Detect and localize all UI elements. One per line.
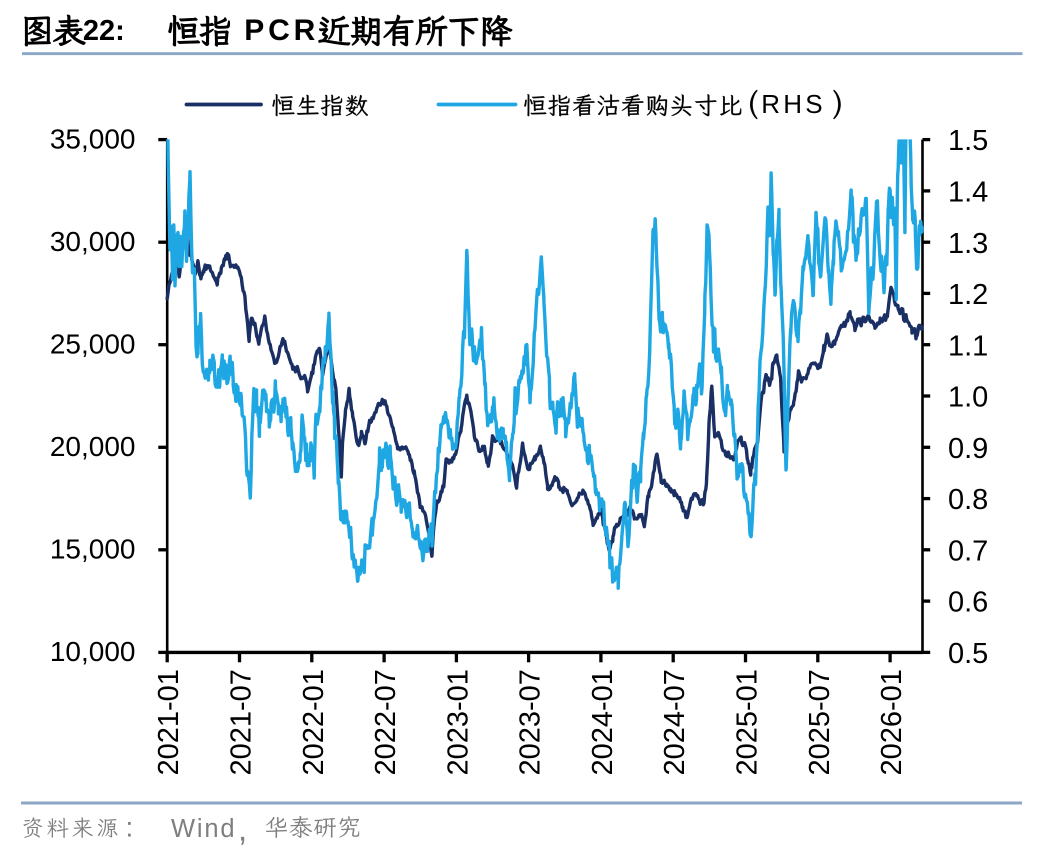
- svg-text:2023-01: 2023-01: [442, 669, 474, 775]
- svg-text:2022-07: 2022-07: [370, 669, 402, 775]
- svg-text:1.3: 1.3: [948, 228, 988, 260]
- svg-text:2021-01: 2021-01: [153, 669, 185, 775]
- svg-text:35,000: 35,000: [50, 123, 136, 154]
- svg-text:2026-01: 2026-01: [876, 669, 908, 775]
- svg-text:2025-01: 2025-01: [732, 669, 764, 775]
- svg-text:2024-07: 2024-07: [659, 669, 691, 775]
- svg-text:0.7: 0.7: [948, 535, 988, 567]
- svg-text:20,000: 20,000: [50, 431, 136, 462]
- svg-text:2021-07: 2021-07: [226, 669, 258, 775]
- svg-text:2023-07: 2023-07: [515, 669, 547, 775]
- svg-text:0.5: 0.5: [948, 638, 988, 670]
- svg-text:RHS: RHS: [761, 89, 826, 119]
- svg-text:0.8: 0.8: [948, 484, 988, 516]
- svg-text:,: ,: [238, 811, 247, 848]
- svg-text:2025-07: 2025-07: [804, 669, 836, 775]
- svg-text:22:: 22:: [83, 15, 125, 47]
- svg-text:0.6: 0.6: [948, 587, 988, 619]
- svg-text:2022-01: 2022-01: [298, 669, 330, 775]
- svg-text:1.4: 1.4: [948, 177, 988, 209]
- svg-text:30,000: 30,000: [50, 226, 136, 257]
- svg-text:1.5: 1.5: [948, 125, 988, 157]
- svg-text:1.0: 1.0: [948, 382, 988, 414]
- svg-text:25,000: 25,000: [50, 329, 136, 360]
- svg-text::: :: [126, 812, 134, 843]
- svg-text:PCR: PCR: [244, 14, 319, 47]
- svg-text:1.2: 1.2: [948, 279, 988, 311]
- svg-text:1.1: 1.1: [948, 330, 988, 362]
- svg-text:15,000: 15,000: [50, 534, 136, 565]
- svg-text:Wind: Wind: [171, 815, 236, 843]
- svg-text:0.9: 0.9: [948, 433, 988, 465]
- svg-text:10,000: 10,000: [50, 636, 136, 667]
- svg-text:2024-01: 2024-01: [587, 669, 619, 775]
